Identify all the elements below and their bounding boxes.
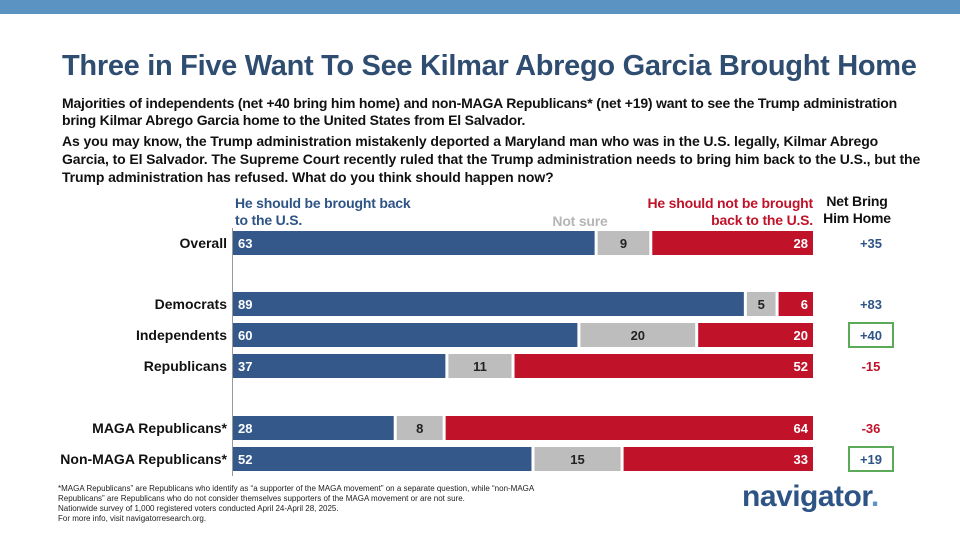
data-label: 11 [473,359,487,374]
bar-segment-not-sure [534,447,621,471]
bar-segment-not-brought-back [445,416,813,440]
net-highlight-box [848,446,894,472]
bar-segment-brought-back [233,354,446,378]
data-label: 20 [631,328,645,343]
subtitle: Majorities of independents (net +40 brin… [62,95,897,128]
bar-segment-brought-back [233,416,394,440]
bar-segment-not-brought-back [778,292,813,316]
legend-brought-back: He should be brought back to the U.S. [235,195,411,228]
data-label: 20 [794,328,808,343]
page-title: Three in Five Want To See Kilmar Abrego … [62,50,917,82]
net-value: -15 [862,359,881,374]
bar-segment-not-sure [746,292,776,316]
top-accent-bar [0,0,960,14]
row-label-non-maga-republicans: Non-MAGA Republicans* [60,451,227,467]
data-label: 33 [794,452,808,467]
bar-segment-not-sure [396,416,443,440]
bar-segment-not-brought-back [514,354,813,378]
row-label-overall: Overall [180,235,227,251]
row-label-independents: Independents [136,327,227,343]
footnote-line: For more info, visit navigatorresearch.o… [58,514,207,523]
bar-segment-not-brought-back [698,323,813,347]
legend-not-brought-back: He should not be brought back to the U.S… [647,195,813,228]
net-value: +40 [860,328,882,343]
data-label: 8 [416,421,423,436]
data-label: 5 [758,297,765,312]
bar-segment-brought-back [233,292,744,316]
data-label: 37 [238,359,252,374]
bar-segment-brought-back [233,231,595,255]
net-value: +35 [860,236,882,251]
data-label: 60 [238,328,252,343]
net-highlight-box [848,322,894,348]
footnote-line: Nationwide survey of 1,000 registered vo… [58,504,339,513]
data-label: 6 [801,297,808,312]
data-label: 28 [238,421,252,436]
footnote: *MAGA Republicans” are Republicans who i… [58,484,638,524]
bar-segment-not-sure [448,354,512,378]
logo-dot: . [870,480,879,513]
navigator-logo: navigator. [742,480,912,520]
data-label: 9 [620,236,627,251]
legend-not-sure: Not sure [552,213,608,229]
net-value: +83 [860,297,882,312]
row-label-maga-republicans: MAGA Republicans* [92,420,227,436]
footnote-line: Republicans” are Republicans who do not … [58,494,465,503]
net-value: -36 [862,421,881,436]
data-label: 64 [794,421,809,436]
bar-segment-not-sure [580,323,696,347]
survey-question: As you may know, the Trump administratio… [62,133,921,185]
data-label: 28 [794,236,808,251]
data-label: 15 [570,452,584,467]
row-label-republicans: Republicans [144,358,227,374]
row-label-democrats: Democrats [155,296,228,312]
bar-segment-not-brought-back [623,447,813,471]
bar-segment-not-brought-back [652,231,813,255]
data-label: 52 [794,359,808,374]
net-column-header: Net Bring Him Home [823,193,891,226]
net-value: +19 [860,452,882,467]
bar-segment-brought-back [233,447,532,471]
logo-text: navigator [742,480,871,513]
bar-segment-not-sure [597,231,650,255]
footnote-line: *MAGA Republicans” are Republicans who i… [58,484,535,493]
data-label: 63 [238,236,252,251]
data-label: 89 [238,297,252,312]
data-label: 52 [238,452,252,467]
bar-segment-brought-back [233,323,578,347]
